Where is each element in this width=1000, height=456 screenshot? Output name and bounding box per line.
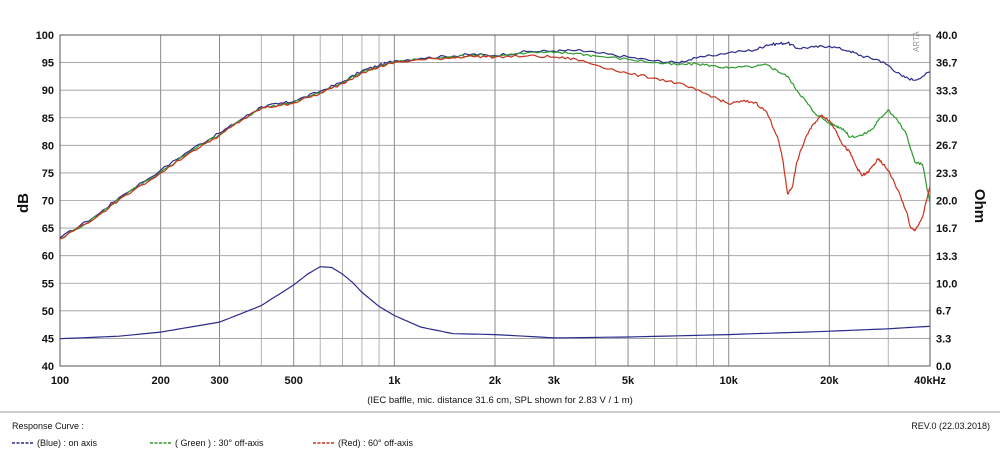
x-tick-label: 10k: [720, 375, 739, 387]
y-tick-label: 50: [42, 306, 54, 318]
legend-entry-blue: (Blue) : on axis: [37, 438, 98, 448]
y2-tick-label: 36.7: [936, 57, 957, 69]
legend-title: Response Curve :: [12, 421, 84, 431]
x-tick-label: 1k: [388, 375, 401, 387]
y2-tick-label: 23.3: [936, 168, 957, 180]
x-tick-label: 300: [210, 375, 228, 387]
x-tick-label: 40kHz: [914, 375, 946, 387]
y2-tick-label: 16.7: [936, 223, 957, 235]
y2-tick-label: 30.0: [936, 113, 957, 125]
revision-label: REV.0 (22.03.2018): [911, 421, 990, 431]
y2-tick-label: 3.3: [936, 334, 951, 346]
x-tick-label: 100: [51, 375, 69, 387]
series-layer: [59, 41, 931, 340]
y-tick-label: 45: [42, 333, 54, 345]
x-axis-caption: (IEC baffle, mic. distance 31.6 cm, SPL …: [367, 395, 633, 406]
tick-labels: 100 200 300 500 1k 2k 3k 5k 10k 20k 40kHz 100 95 90 85…: [36, 30, 958, 387]
y2-axis-title: Ohm: [971, 189, 988, 223]
x-tick-label: 5k: [622, 375, 635, 387]
y2-tick-label: 20.0: [936, 196, 957, 208]
y-axis-title: dB: [15, 193, 32, 213]
y2-tick-label: 10.0: [936, 278, 957, 290]
y-tick-label: 40: [42, 361, 54, 373]
y-tick-label: 85: [42, 113, 54, 125]
y2-tick-label: 40.0: [936, 30, 957, 42]
y-tick-label: 65: [42, 223, 54, 235]
y-tick-label: 90: [42, 85, 54, 97]
series-line-60-off-axis: [59, 54, 931, 240]
x-tick-label: 20k: [820, 375, 839, 387]
y-tick-label: 100: [36, 30, 54, 42]
y-tick-label: 75: [42, 168, 54, 180]
y2-tick-label: 26.7: [936, 140, 957, 152]
y2-tick-label: 13.3: [936, 251, 957, 263]
x-tick-label: 2k: [489, 375, 502, 387]
y-tick-label: 70: [42, 196, 54, 208]
legend: (Blue) : on axis ( Green ) : 30° off-axi…: [12, 438, 413, 448]
y2-tick-label: 0.0: [936, 361, 951, 373]
legend-entry-red: (Red) : 60° off-axis: [338, 438, 413, 448]
y-tick-label: 60: [42, 251, 54, 263]
series-line-impedance: [59, 266, 931, 340]
x-tick-label: 200: [151, 375, 169, 387]
y-tick-label: 80: [42, 140, 54, 152]
y-tick-label: 95: [42, 58, 54, 70]
x-tick-label: 500: [285, 375, 303, 387]
y2-tick-label: 6.7: [936, 306, 951, 318]
watermark-text: ARTA: [912, 31, 921, 52]
y2-tick-label: 33.3: [936, 85, 957, 97]
x-tick-label: 3k: [548, 375, 561, 387]
y-tick-label: 55: [42, 278, 54, 290]
series-line-on-axis: [59, 41, 931, 239]
legend-entry-green: ( Green ) : 30° off-axis: [175, 438, 264, 448]
